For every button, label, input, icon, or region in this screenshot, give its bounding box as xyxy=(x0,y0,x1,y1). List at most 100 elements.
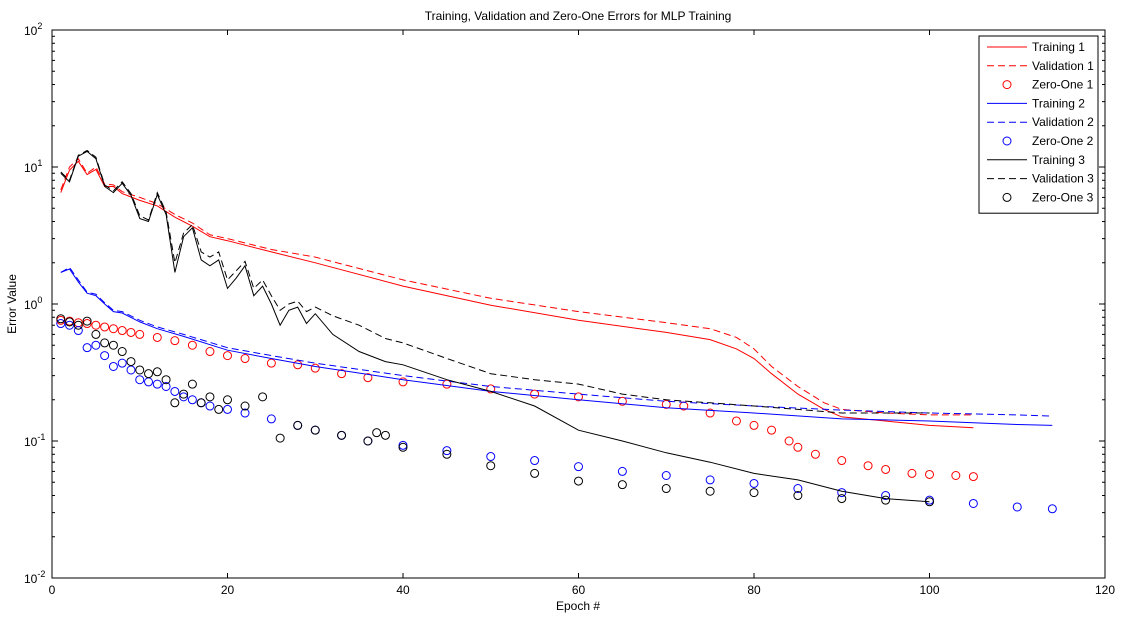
data-point xyxy=(574,462,583,472)
data-point xyxy=(205,392,215,402)
legend-marker xyxy=(1002,192,1012,202)
series-validation-2 xyxy=(60,266,1053,417)
data-point xyxy=(731,416,741,426)
data-point xyxy=(91,329,101,339)
data-point xyxy=(91,320,101,330)
data-point xyxy=(152,332,162,342)
legend-label: Validation 1 xyxy=(1032,59,1094,73)
series-line xyxy=(60,149,930,414)
data-point xyxy=(214,404,224,414)
data-point xyxy=(65,320,75,330)
data-point xyxy=(73,326,83,336)
data-point xyxy=(170,336,180,346)
data-point xyxy=(108,324,118,334)
data-point xyxy=(793,442,803,452)
x-tick-label: 60 xyxy=(572,583,586,597)
data-point xyxy=(266,414,276,424)
data-point xyxy=(881,491,891,501)
data-point xyxy=(310,425,320,435)
data-point xyxy=(749,420,759,430)
data-point xyxy=(372,428,382,438)
data-point xyxy=(837,494,847,504)
data-point xyxy=(705,408,715,418)
legend-label: Zero-One 3 xyxy=(1032,190,1094,204)
legend-item-training-2: Training 2 xyxy=(987,96,1085,110)
legend-label: Training 1 xyxy=(1032,40,1085,54)
data-point xyxy=(398,442,408,452)
series-line xyxy=(60,150,930,503)
data-point xyxy=(863,461,873,471)
data-point xyxy=(486,452,496,462)
data-point xyxy=(100,338,110,348)
data-point xyxy=(951,470,961,480)
data-point xyxy=(126,357,136,367)
data-point xyxy=(170,386,180,396)
series-zero-one-1 xyxy=(56,315,978,482)
data-point xyxy=(152,367,162,377)
legend-item-zero-one-2: Zero-One 2 xyxy=(1002,134,1094,148)
data-point xyxy=(907,468,917,478)
data-point xyxy=(574,392,583,402)
data-point xyxy=(223,404,232,414)
data-point xyxy=(205,347,215,357)
data-point xyxy=(117,326,127,336)
data-point xyxy=(187,395,197,405)
data-point xyxy=(363,373,373,383)
data-point xyxy=(240,354,250,364)
data-point xyxy=(293,420,303,430)
data-point xyxy=(82,343,92,353)
data-point xyxy=(530,456,540,466)
data-point xyxy=(925,469,934,479)
data-point xyxy=(837,456,847,466)
data-point xyxy=(223,351,232,361)
chart-title: Training, Validation and Zero-One Errors… xyxy=(425,9,732,23)
x-tick-label: 40 xyxy=(396,583,410,597)
plot-area xyxy=(51,29,1106,579)
data-point xyxy=(1012,502,1022,512)
series-line xyxy=(60,266,1053,417)
data-point xyxy=(187,379,197,389)
data-point xyxy=(661,399,671,409)
data-point xyxy=(126,327,136,337)
legend-label: Validation 3 xyxy=(1032,172,1094,186)
data-point xyxy=(530,468,540,478)
data-point xyxy=(968,498,978,508)
data-point xyxy=(266,358,276,368)
data-point xyxy=(205,401,215,411)
data-point xyxy=(810,449,820,459)
legend-label: Zero-One 1 xyxy=(1032,78,1094,92)
data-point xyxy=(170,398,180,408)
data-point xyxy=(767,425,777,435)
series-zero-one-3 xyxy=(56,314,934,507)
data-point xyxy=(837,488,847,498)
y-tick-label: 10-2 xyxy=(24,569,45,586)
x-axis-label: Epoch # xyxy=(556,599,600,613)
data-point xyxy=(100,322,110,332)
data-point xyxy=(56,319,66,329)
data-point xyxy=(617,480,627,490)
data-point xyxy=(161,381,171,391)
data-point xyxy=(881,495,891,505)
data-point xyxy=(661,484,671,494)
data-point xyxy=(117,358,127,368)
y-axis-label: Error Value xyxy=(5,274,19,334)
data-point xyxy=(187,340,197,350)
legend-item-validation-3: Validation 3 xyxy=(987,172,1094,186)
data-point xyxy=(337,369,347,379)
data-point xyxy=(117,347,127,357)
data-point xyxy=(784,436,794,446)
data-point xyxy=(161,375,171,385)
data-point xyxy=(275,433,285,443)
data-point xyxy=(749,478,759,488)
x-tick-label: 0 xyxy=(49,583,56,597)
data-point xyxy=(705,475,715,485)
data-point xyxy=(574,476,583,486)
x-tick-label: 100 xyxy=(919,583,939,597)
data-point xyxy=(486,384,496,394)
series-line xyxy=(60,268,1053,426)
data-point xyxy=(617,466,627,476)
data-point xyxy=(793,484,803,494)
data-point xyxy=(617,396,627,406)
y-tick-label: 102 xyxy=(24,21,42,38)
